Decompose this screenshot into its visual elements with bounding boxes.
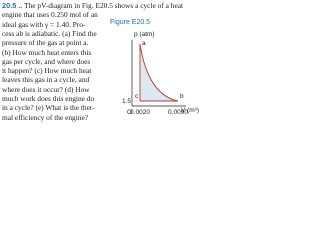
adiabat [139,43,179,102]
text-line: in a cycle? (e) What is the ther- [2,103,95,113]
point-label: b [180,93,184,100]
point-label: c [135,93,139,100]
y-tick: 1.5 [122,98,131,105]
x-tick: 0.0090 [168,109,188,116]
point-label: a [142,40,146,47]
text-line: mal efficiency of the engine? [2,112,89,122]
figure-label: Figure E20.5 [110,19,150,26]
page: 20.5 .. The pV-diagram in Fig. E20.5 sho… [0,0,200,125]
text-line: pressure of the gas at point a. [2,38,89,48]
x-axis-label: V (m³) [181,107,199,114]
text-line: cess ab is adiabatic. (a) Find the [2,28,97,38]
text-line: engine that uses 0.250 mol of an [2,10,98,20]
problem-number: 20.5 [2,1,17,10]
difficulty: .. [18,1,23,10]
text-line: leaves this gas in a cycle, and [2,75,90,85]
text-line: where does it occur? (d) How [2,84,90,94]
text-line: much work does this engine do [2,94,95,103]
first-line: 20.5 .. The pV-diagram in Fig. E20.5 sho… [2,1,183,10]
x-tick: 0.0020 [130,109,150,116]
y-axis-label: p (atm) [134,31,155,38]
figure: Figure E20.5 p (atm) a b c 1.5 O 0.0020 … [110,19,199,116]
text-line: gas per cycle, and where does [2,56,91,66]
text-line: it happen? (c) How much heat [2,66,92,76]
text-line: (b) How much heat enters this [2,47,92,57]
text-line: The pV-diagram in Fig. E20.5 shows a cyc… [24,1,184,10]
origin: O [127,109,132,116]
text-line: ideal gas with γ = 1.40. Pro- [2,19,86,29]
cycle-fill [140,44,178,101]
